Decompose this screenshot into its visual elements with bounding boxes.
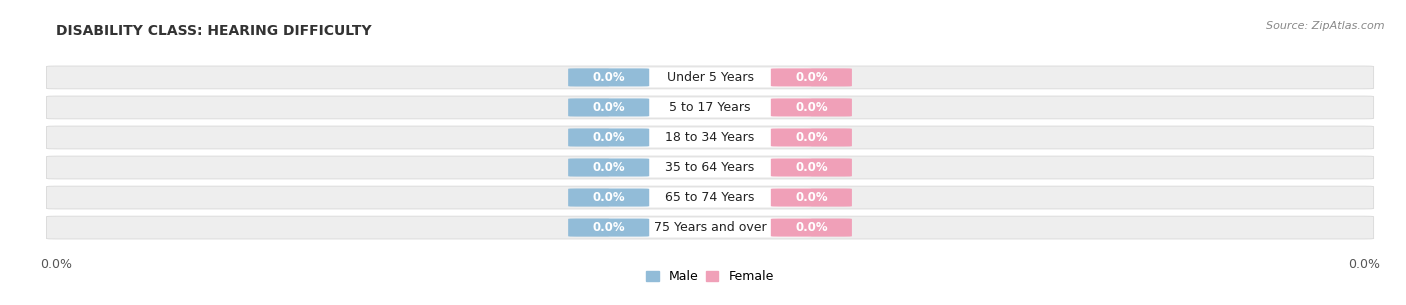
Text: 0.0%: 0.0% xyxy=(794,191,828,204)
FancyBboxPatch shape xyxy=(609,218,811,237)
Text: 0.0%: 0.0% xyxy=(592,191,626,204)
FancyBboxPatch shape xyxy=(46,216,1374,239)
FancyBboxPatch shape xyxy=(770,99,852,117)
Legend: Male, Female: Male, Female xyxy=(643,266,778,287)
Text: 0.0%: 0.0% xyxy=(794,101,828,114)
Text: Under 5 Years: Under 5 Years xyxy=(666,71,754,84)
FancyBboxPatch shape xyxy=(609,68,811,87)
Text: Source: ZipAtlas.com: Source: ZipAtlas.com xyxy=(1267,21,1385,31)
FancyBboxPatch shape xyxy=(609,98,811,117)
FancyBboxPatch shape xyxy=(568,158,650,177)
FancyBboxPatch shape xyxy=(609,188,811,207)
FancyBboxPatch shape xyxy=(770,158,852,177)
FancyBboxPatch shape xyxy=(46,126,1374,149)
FancyBboxPatch shape xyxy=(568,188,650,206)
FancyBboxPatch shape xyxy=(770,218,852,237)
FancyBboxPatch shape xyxy=(609,128,811,147)
Text: 35 to 64 Years: 35 to 64 Years xyxy=(665,161,755,174)
FancyBboxPatch shape xyxy=(46,66,1374,89)
FancyBboxPatch shape xyxy=(568,99,650,117)
Text: 65 to 74 Years: 65 to 74 Years xyxy=(665,191,755,204)
FancyBboxPatch shape xyxy=(568,68,650,87)
FancyBboxPatch shape xyxy=(770,188,852,206)
Text: 0.0%: 0.0% xyxy=(794,131,828,144)
Text: 0.0%: 0.0% xyxy=(794,71,828,84)
FancyBboxPatch shape xyxy=(568,218,650,237)
FancyBboxPatch shape xyxy=(46,96,1374,119)
FancyBboxPatch shape xyxy=(770,128,852,147)
FancyBboxPatch shape xyxy=(46,186,1374,209)
Text: 75 Years and over: 75 Years and over xyxy=(654,221,766,234)
Text: 5 to 17 Years: 5 to 17 Years xyxy=(669,101,751,114)
Text: 0.0%: 0.0% xyxy=(794,221,828,234)
Text: 0.0%: 0.0% xyxy=(592,101,626,114)
FancyBboxPatch shape xyxy=(568,128,650,147)
Text: 0.0%: 0.0% xyxy=(592,161,626,174)
FancyBboxPatch shape xyxy=(770,68,852,87)
Text: 0.0%: 0.0% xyxy=(592,221,626,234)
FancyBboxPatch shape xyxy=(609,158,811,177)
Text: 0.0%: 0.0% xyxy=(794,161,828,174)
Text: 18 to 34 Years: 18 to 34 Years xyxy=(665,131,755,144)
Text: 0.0%: 0.0% xyxy=(592,71,626,84)
FancyBboxPatch shape xyxy=(46,156,1374,179)
Text: DISABILITY CLASS: HEARING DIFFICULTY: DISABILITY CLASS: HEARING DIFFICULTY xyxy=(56,24,371,38)
Text: 0.0%: 0.0% xyxy=(592,131,626,144)
